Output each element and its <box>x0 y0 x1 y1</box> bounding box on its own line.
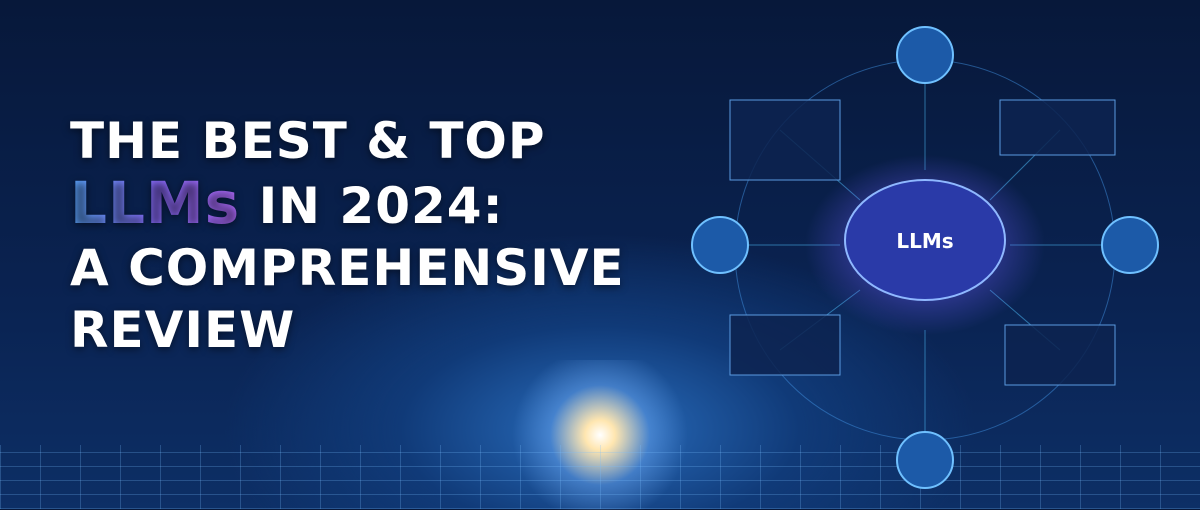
grid-floor <box>0 445 1200 509</box>
code-panel <box>1004 324 1116 386</box>
headline-line1: THE BEST & TOP <box>70 112 546 170</box>
llm-network-graphic: LLMs <box>691 26 1159 489</box>
brain-node-icon-bottom <box>896 431 954 489</box>
brain-node-icon-left <box>691 216 749 274</box>
brain-node-icon-right <box>1101 216 1159 274</box>
headline-line2-rest: IN 2024: <box>240 177 504 235</box>
headline-line4: REVIEW <box>70 301 296 359</box>
brain-node-icon-top <box>896 26 954 84</box>
headline-line2: LLMs IN 2024: <box>70 172 625 237</box>
headline: THE BEST & TOP LLMs IN 2024: A COMPREHEN… <box>70 110 625 361</box>
headline-line3: A COMPREHENSIVE <box>70 239 625 297</box>
light-burst <box>500 360 700 510</box>
brain-label: LLMs <box>896 229 953 253</box>
brain-icon <box>844 179 1006 301</box>
code-panel <box>729 314 841 376</box>
code-panel <box>729 99 841 181</box>
headline-highlight: LLMs <box>70 169 241 237</box>
code-panel <box>999 99 1116 156</box>
